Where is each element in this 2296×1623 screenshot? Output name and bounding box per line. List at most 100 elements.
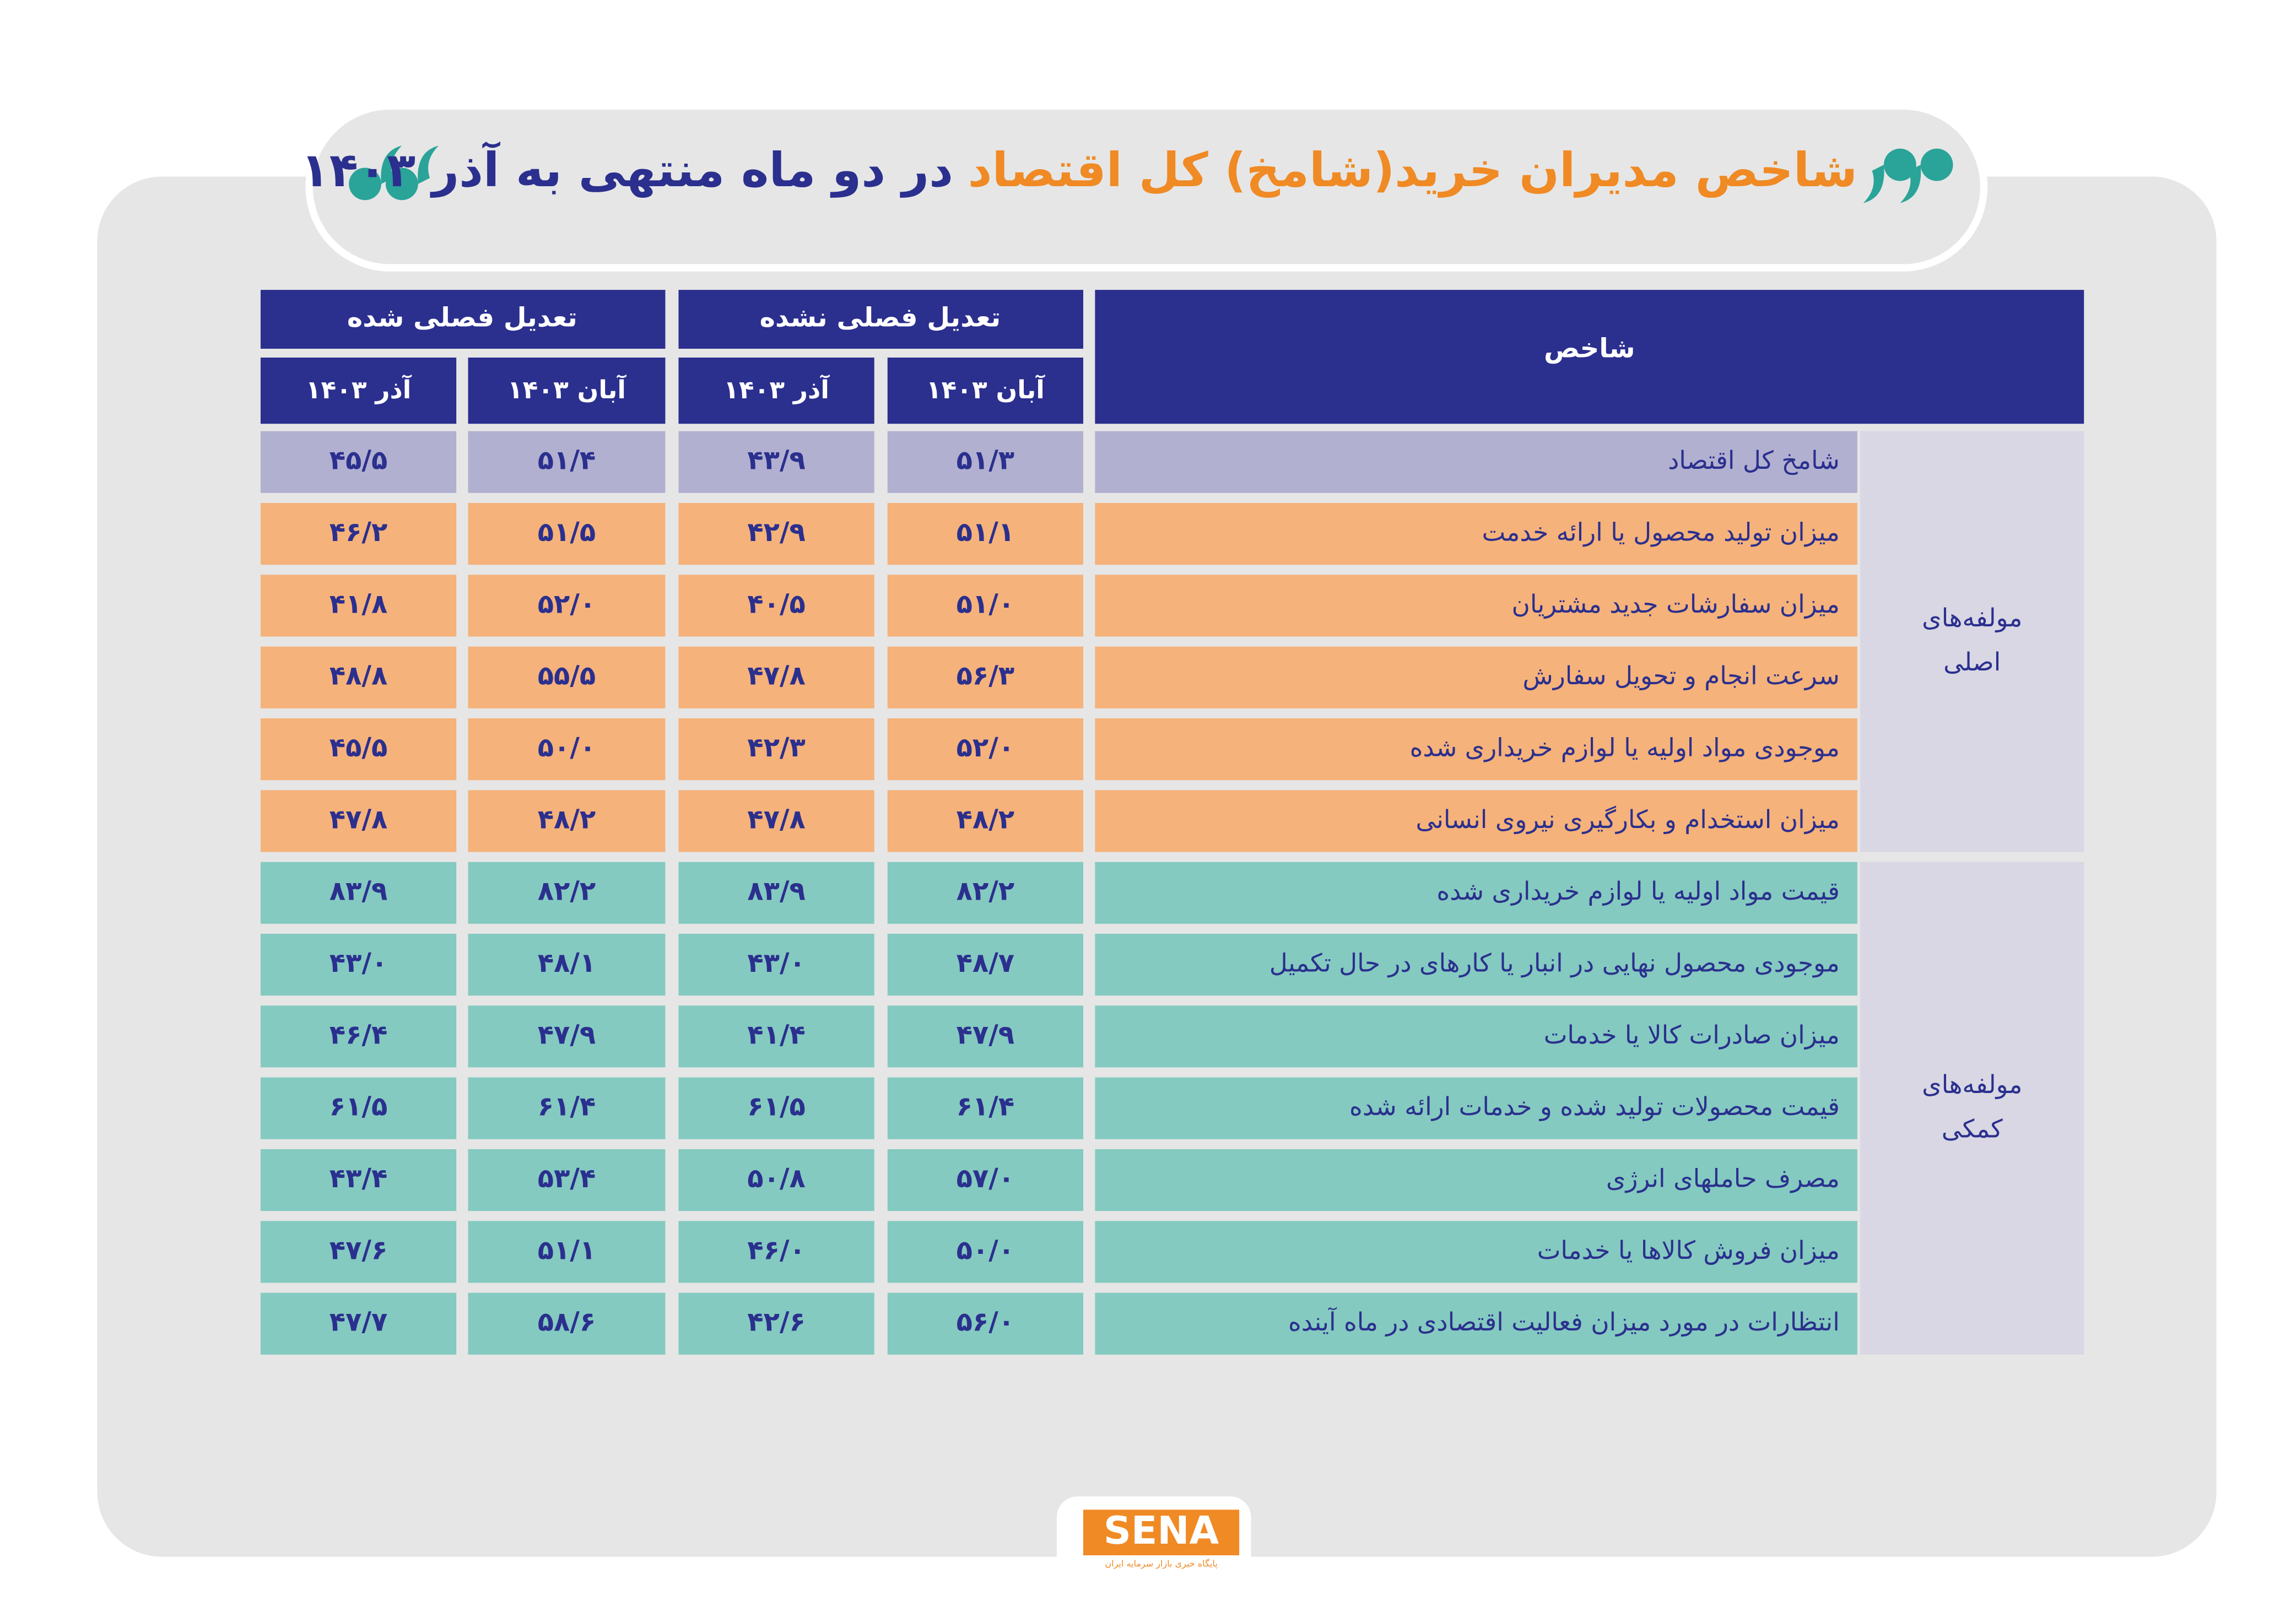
value: ۴۶/۴ — [329, 1019, 388, 1050]
value: ۸۲/۲ — [538, 876, 596, 907]
row-name-cell — [1095, 1292, 1857, 1355]
value-cell — [468, 933, 666, 996]
row-name: قیمت مواد اولیه یا لوازم خریداری شده — [1436, 877, 1839, 906]
value-cell — [678, 502, 874, 565]
title-rest: در دو ماه منتهی به آذر ۱۴۰۳ — [301, 142, 953, 198]
row-name: میزان تولید محصول یا ارائه خدمت — [1482, 518, 1839, 548]
row-name-cell — [1095, 1149, 1857, 1211]
value: ۴۷/۸ — [747, 804, 806, 835]
value-cell — [468, 862, 666, 924]
value-cell — [260, 1292, 457, 1355]
value-cell — [678, 575, 874, 637]
row-name-cell — [1095, 1005, 1857, 1068]
value: ۶۱/۴ — [538, 1091, 596, 1122]
value: ۴۶/۰ — [747, 1235, 806, 1265]
value: ۴۷/۹ — [957, 1019, 1015, 1050]
value: ۵۵/۵ — [538, 661, 596, 691]
value: ۵۰/۸ — [747, 1163, 806, 1194]
row-name: انتظارات در مورد میزان فعالیت اقتصادی در… — [1288, 1307, 1840, 1337]
row-name-cell — [1095, 790, 1857, 852]
value-cell — [260, 502, 457, 565]
title: شاخص مدیران خرید(شامخ) کل اقتصاد در دو ما… — [301, 142, 1857, 198]
value-cell — [678, 431, 874, 493]
value-cell — [468, 1149, 666, 1211]
header-cell — [260, 290, 666, 349]
value-cell — [260, 1077, 457, 1139]
value: ۴۲/۶ — [747, 1307, 806, 1338]
quote-right — [1863, 148, 1953, 203]
value: ۵۱/۱ — [538, 1235, 596, 1265]
header-cell — [678, 290, 1083, 349]
value: ۸۳/۹ — [747, 876, 806, 907]
value: ۵۳/۴ — [538, 1163, 596, 1194]
value: ۵۲/۰ — [538, 588, 596, 619]
value-cell — [468, 1292, 666, 1355]
row-name-cell — [1095, 1221, 1857, 1283]
subheader-text: آذر ۱۴۰۳ — [306, 374, 412, 404]
value: ۴۸/۲ — [957, 804, 1015, 835]
value-cell — [260, 933, 457, 996]
row-name: میزان صادرات کالا یا خدمات — [1544, 1020, 1840, 1050]
value: ۴۱/۸ — [329, 588, 388, 619]
row-name: مصرف حاملهای انرژی — [1606, 1164, 1840, 1194]
subheader-cell — [260, 358, 457, 424]
row-name-cell — [1095, 718, 1857, 781]
value-cell — [260, 1005, 457, 1068]
value-cell — [887, 575, 1083, 637]
group-cell — [1860, 862, 2084, 1355]
row-name-cell — [1095, 431, 1857, 493]
value: ۴۱/۴ — [747, 1019, 806, 1050]
value-cell — [678, 1077, 874, 1139]
value-cell — [260, 1221, 457, 1283]
header-text: تعدیل فصلی نشده — [760, 302, 1001, 333]
row-name-cell — [1095, 646, 1857, 708]
row-name: میزان فروش کالاها یا خدمات — [1537, 1236, 1840, 1265]
value: ۶۱/۵ — [747, 1091, 806, 1122]
value-cell — [468, 1077, 666, 1139]
value-cell — [468, 575, 666, 637]
value: ۵۲/۰ — [957, 732, 1015, 763]
subheader-cell — [468, 358, 666, 424]
row-name: میزان سفارشات جدید مشتریان — [1512, 589, 1840, 619]
value: ۴۸/۸ — [329, 661, 388, 691]
value: ۴۷/۸ — [329, 804, 388, 835]
subheader-cell — [887, 358, 1083, 424]
value-cell — [468, 502, 666, 565]
group-cell — [1860, 431, 2084, 852]
value: ۴۷/۸ — [747, 661, 806, 691]
value: ۴۳/۰ — [747, 948, 806, 978]
value: ۴۶/۲ — [329, 517, 388, 548]
row-name: میزان استخدام و بکارگیری نیروی انسانی — [1416, 805, 1839, 835]
value: ۴۳/۴ — [329, 1163, 388, 1194]
value: ۵۱/۰ — [957, 588, 1015, 619]
value-cell — [887, 1005, 1083, 1068]
value: ۴۵/۵ — [329, 732, 388, 763]
subheader-text: آبان ۱۴۰۳ — [507, 374, 626, 404]
group-label: کمکی — [1942, 1114, 2003, 1143]
value: ۵۶/۳ — [957, 661, 1015, 691]
value: ۵۱/۱ — [957, 517, 1015, 548]
value: ۴۳/۹ — [747, 445, 806, 476]
row-name-cell — [1095, 575, 1857, 637]
value-cell — [678, 933, 874, 996]
value: ۵۰/۰ — [957, 1235, 1015, 1265]
value: ۵۱/۳ — [957, 445, 1015, 476]
value: ۴۸/۲ — [538, 804, 596, 835]
value-cell — [468, 646, 666, 708]
value-cell — [887, 502, 1083, 565]
group-label: اصلی — [1943, 647, 2001, 677]
value: ۴۷/۹ — [538, 1019, 596, 1050]
quote-left — [349, 145, 439, 201]
value-cell — [260, 646, 457, 708]
value-cell — [887, 1149, 1083, 1211]
value-cell — [887, 431, 1083, 493]
value-cell — [468, 718, 666, 781]
value-cell — [260, 575, 457, 637]
value: ۴۷/۶ — [329, 1235, 388, 1265]
value-cell — [260, 431, 457, 493]
subheader-text: آبان ۱۴۰۳ — [926, 374, 1045, 404]
row-name: شامخ کل اقتصاد — [1668, 446, 1840, 475]
row-name: موجودی محصول نهایی در انبار یا کارهای در… — [1269, 949, 1840, 978]
header-text: تعدیل فصلی شده — [347, 302, 577, 333]
